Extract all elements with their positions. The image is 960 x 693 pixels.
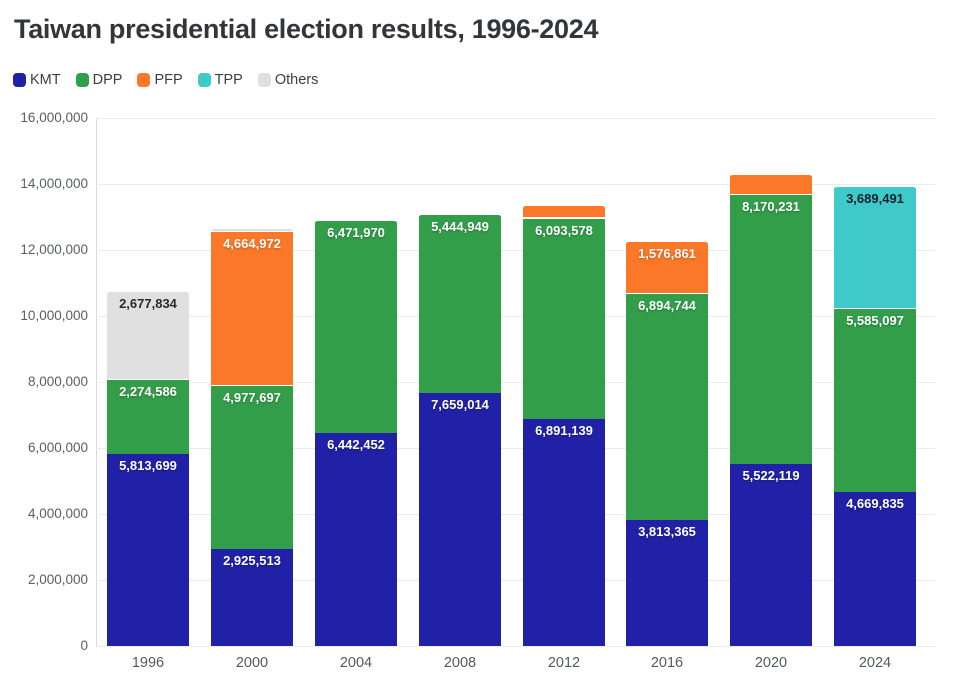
gridline-14000000 — [96, 184, 935, 185]
bar-value-label-kmt-2012: 6,891,139 — [535, 422, 593, 438]
bar-segment-dpp-2024: 5,585,097 — [834, 307, 916, 492]
bar-value-label-dpp-2012: 6,093,578 — [535, 222, 593, 238]
legend-label: KMT — [30, 72, 61, 88]
gridline-4000000 — [96, 514, 935, 515]
x-tick-label-2020: 2020 — [754, 655, 788, 671]
bar-value-label-dpp-2008: 5,444,949 — [431, 218, 489, 234]
bar-value-label-others-1996: 2,677,834 — [119, 295, 177, 311]
bar-value-label-dpp-2016: 6,894,744 — [638, 297, 696, 313]
bar-segment-others-1996: 2,677,834 — [107, 290, 189, 380]
bar-segment-others-2000 — [211, 228, 293, 232]
legend-swatch-pfp — [137, 73, 151, 87]
bar-value-label-kmt-2024: 4,669,835 — [846, 495, 904, 511]
x-tick-label-2000: 2000 — [235, 655, 269, 671]
bar-segment-kmt-2000: 2,925,513 — [211, 549, 293, 646]
bar-segment-dpp-1996: 2,274,586 — [107, 379, 189, 455]
bar-value-label-kmt-1996: 5,813,699 — [119, 458, 177, 474]
gridline-16000000 — [96, 118, 935, 119]
bar-value-label-kmt-2016: 3,813,365 — [638, 524, 696, 540]
bar-segment-dpp-2004: 6,471,970 — [315, 219, 397, 434]
bar-value-label-kmt-2020: 5,522,119 — [742, 467, 800, 483]
y-tick-label-6000000: 6,000,000 — [27, 440, 88, 455]
legend-swatch-tpp — [197, 73, 211, 87]
gridline-12000000 — [96, 250, 935, 251]
gridline-8000000 — [96, 382, 935, 383]
y-tick-label-16000000: 16,000,000 — [20, 110, 88, 125]
bar-segment-dpp-2000: 4,977,697 — [211, 385, 293, 550]
legend-item-pfp: PFP — [137, 72, 183, 88]
bar-segment-kmt-2008: 7,659,014 — [419, 393, 501, 646]
bar-segment-pfp-2000: 4,664,972 — [211, 231, 293, 386]
bar-value-label-dpp-2020: 8,170,231 — [742, 199, 800, 215]
bar-segment-kmt-2004: 6,442,452 — [315, 433, 397, 646]
chart-title: Taiwan presidential election results, 19… — [14, 14, 599, 44]
legend-swatch-dpp — [75, 73, 89, 87]
y-tick-label-0: 0 — [80, 638, 88, 653]
bar-segment-kmt-1996: 5,813,699 — [107, 454, 189, 646]
bar-value-label-dpp-2000: 4,977,697 — [223, 390, 281, 406]
bar-segment-tpp-2024: 3,689,491 — [834, 185, 916, 308]
y-tick-label-4000000: 4,000,000 — [27, 506, 88, 521]
bar-segment-dpp-2008: 5,444,949 — [419, 213, 501, 394]
x-tick-label-2012: 2012 — [547, 655, 581, 671]
x-tick-label-2024: 2024 — [858, 655, 892, 671]
legend-item-kmt: KMT — [13, 72, 61, 88]
bar-segment-pfp-2016: 1,576,861 — [626, 240, 708, 293]
legend-item-dpp: DPP — [75, 72, 123, 88]
legend-label: TPP — [214, 72, 243, 88]
bar-segment-kmt-2012: 6,891,139 — [523, 418, 605, 646]
bar-value-label-tpp-2024: 3,689,491 — [846, 190, 904, 206]
legend: KMT DPP PFP TPP Others — [13, 72, 318, 88]
legend-swatch-others — [257, 73, 271, 87]
bar-value-label-pfp-2000: 4,664,972 — [223, 236, 281, 252]
bar-value-label-kmt-2008: 7,659,014 — [431, 397, 489, 413]
bar-value-label-kmt-2000: 2,925,513 — [223, 553, 281, 569]
legend-swatch-kmt — [13, 73, 26, 87]
gridline-10000000 — [96, 316, 935, 317]
gridline-6000000 — [96, 448, 935, 449]
bar-segment-pfp-2020 — [730, 174, 812, 195]
bar-value-label-dpp-1996: 2,274,586 — [119, 384, 177, 400]
y-tick-label-2000000: 2,000,000 — [27, 572, 88, 587]
y-tick-label-14000000: 14,000,000 — [20, 176, 88, 191]
bar-segment-kmt-2024: 4,669,835 — [834, 491, 916, 646]
y-tick-label-10000000: 10,000,000 — [20, 308, 88, 323]
bar-segment-kmt-2016: 3,813,365 — [626, 520, 708, 646]
x-tick-label-2016: 2016 — [650, 655, 684, 671]
gridline-2000000 — [96, 580, 935, 581]
bar-segment-dpp-2012: 6,093,578 — [523, 217, 605, 419]
legend-label: DPP — [92, 72, 123, 88]
x-tick-label-1996: 1996 — [131, 655, 165, 671]
bar-value-label-dpp-2004: 6,471,970 — [327, 224, 385, 240]
gridline-0 — [96, 646, 935, 647]
bar-segment-kmt-2020: 5,522,119 — [730, 463, 812, 646]
bar-value-label-pfp-2016: 1,576,861 — [638, 245, 696, 261]
bar-segment-dpp-2016: 6,894,744 — [626, 292, 708, 521]
y-tick-label-8000000: 8,000,000 — [27, 374, 88, 389]
y-tick-label-12000000: 12,000,000 — [20, 242, 88, 257]
legend-label: Others — [274, 72, 319, 88]
legend-item-others: Others — [257, 72, 319, 88]
x-tick-label-2004: 2004 — [339, 655, 373, 671]
bar-segment-dpp-2020: 8,170,231 — [730, 194, 812, 464]
legend-item-tpp: TPP — [197, 72, 243, 88]
bar-value-label-kmt-2004: 6,442,452 — [327, 437, 385, 453]
bar-value-label-dpp-2024: 5,585,097 — [846, 312, 904, 328]
x-tick-label-2008: 2008 — [443, 655, 477, 671]
legend-label: PFP — [154, 72, 183, 88]
bar-segment-pfp-2012 — [523, 205, 605, 218]
